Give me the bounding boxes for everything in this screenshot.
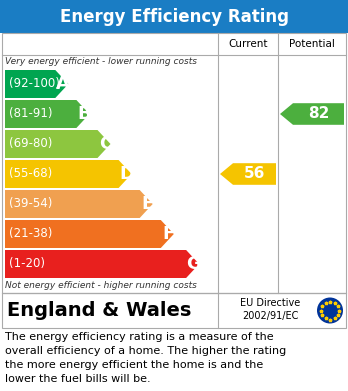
Text: 82: 82 bbox=[308, 106, 329, 122]
Text: (39-54): (39-54) bbox=[9, 197, 53, 210]
Bar bbox=[2, 33, 346, 293]
Text: F: F bbox=[163, 225, 175, 243]
Polygon shape bbox=[5, 130, 111, 158]
Polygon shape bbox=[5, 70, 68, 98]
Text: 2002/91/EC: 2002/91/EC bbox=[242, 312, 298, 321]
Text: (92-100): (92-100) bbox=[9, 77, 60, 90]
Text: C: C bbox=[99, 135, 112, 153]
Text: G: G bbox=[187, 255, 201, 273]
Text: D: D bbox=[119, 165, 134, 183]
Polygon shape bbox=[5, 100, 89, 128]
Polygon shape bbox=[5, 190, 153, 218]
Text: England & Wales: England & Wales bbox=[7, 301, 191, 320]
Text: EU Directive: EU Directive bbox=[240, 298, 300, 308]
Polygon shape bbox=[5, 160, 132, 188]
Bar bbox=[0, 0, 348, 33]
Text: Not energy efficient - higher running costs: Not energy efficient - higher running co… bbox=[5, 282, 197, 291]
Text: A: A bbox=[56, 75, 70, 93]
Text: E: E bbox=[141, 195, 153, 213]
Polygon shape bbox=[220, 163, 276, 185]
Text: overall efficiency of a home. The higher the rating: overall efficiency of a home. The higher… bbox=[5, 346, 286, 356]
Text: (81-91): (81-91) bbox=[9, 108, 53, 120]
Text: Energy Efficiency Rating: Energy Efficiency Rating bbox=[60, 7, 288, 25]
Text: the more energy efficient the home is and the: the more energy efficient the home is an… bbox=[5, 360, 263, 370]
Text: Potential: Potential bbox=[289, 39, 335, 49]
Polygon shape bbox=[5, 250, 199, 278]
Polygon shape bbox=[280, 103, 344, 125]
Text: (55-68): (55-68) bbox=[9, 167, 52, 181]
Text: Current: Current bbox=[228, 39, 268, 49]
Text: 56: 56 bbox=[244, 167, 265, 181]
Text: Very energy efficient - lower running costs: Very energy efficient - lower running co… bbox=[5, 57, 197, 66]
Text: lower the fuel bills will be.: lower the fuel bills will be. bbox=[5, 374, 151, 384]
Polygon shape bbox=[5, 220, 174, 248]
Text: (21-38): (21-38) bbox=[9, 228, 53, 240]
Text: (1-20): (1-20) bbox=[9, 258, 45, 271]
Circle shape bbox=[317, 298, 343, 323]
Text: The energy efficiency rating is a measure of the: The energy efficiency rating is a measur… bbox=[5, 332, 274, 342]
Bar bbox=[2, 293, 346, 328]
Text: B: B bbox=[77, 105, 91, 123]
Text: (69-80): (69-80) bbox=[9, 138, 53, 151]
